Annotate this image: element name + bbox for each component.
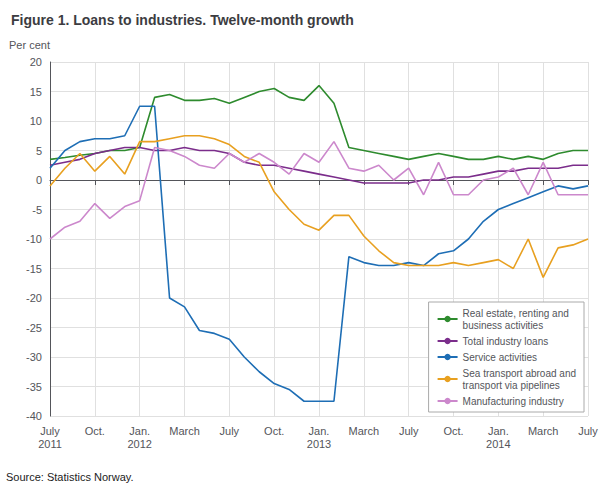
svg-text:transport via pipelines: transport via pipelines <box>463 380 560 391</box>
svg-text:Oct.: Oct. <box>264 425 284 437</box>
svg-text:Service activities: Service activities <box>463 352 537 363</box>
svg-text:Manufacturing industry: Manufacturing industry <box>463 396 564 407</box>
svg-text:Per cent: Per cent <box>9 39 50 51</box>
svg-text:Jan.: Jan. <box>309 425 330 437</box>
svg-text:-5: -5 <box>32 204 42 216</box>
svg-text:Real estate, renting and: Real estate, renting and <box>463 308 569 319</box>
svg-text:-20: -20 <box>26 292 42 304</box>
svg-text:March: March <box>528 425 559 437</box>
svg-text:-25: -25 <box>26 322 42 334</box>
svg-text:Oct.: Oct. <box>443 425 463 437</box>
svg-text:20: 20 <box>30 56 42 68</box>
svg-text:business activities: business activities <box>463 320 544 331</box>
svg-text:2012: 2012 <box>127 438 151 450</box>
svg-text:0: 0 <box>36 174 42 186</box>
svg-text:Figure 1. Loans to industries.: Figure 1. Loans to industries. Twelve-mo… <box>11 12 354 28</box>
svg-text:March: March <box>169 425 200 437</box>
svg-text:5: 5 <box>36 145 42 157</box>
svg-text:-15: -15 <box>26 263 42 275</box>
svg-text:Total industry loans: Total industry loans <box>463 336 549 347</box>
svg-text:-35: -35 <box>26 381 42 393</box>
svg-text:Jan.: Jan. <box>488 425 509 437</box>
svg-text:-40: -40 <box>26 410 42 422</box>
svg-text:July: July <box>40 425 60 437</box>
svg-text:-10: -10 <box>26 233 42 245</box>
svg-text:15: 15 <box>30 86 42 98</box>
svg-text:-30: -30 <box>26 351 42 363</box>
svg-text:2014: 2014 <box>486 438 510 450</box>
svg-text:2011: 2011 <box>38 438 62 450</box>
svg-text:Source: Statistics Norway.: Source: Statistics Norway. <box>6 471 134 483</box>
svg-text:Oct.: Oct. <box>85 425 105 437</box>
svg-text:10: 10 <box>30 115 42 127</box>
svg-text:Jan.: Jan. <box>129 425 150 437</box>
svg-text:July: July <box>399 425 419 437</box>
svg-text:July: July <box>220 425 240 437</box>
svg-text:July: July <box>578 425 598 437</box>
svg-text:2013: 2013 <box>307 438 331 450</box>
svg-text:March: March <box>349 425 380 437</box>
svg-text:Sea transport abroad and: Sea transport abroad and <box>463 368 576 379</box>
